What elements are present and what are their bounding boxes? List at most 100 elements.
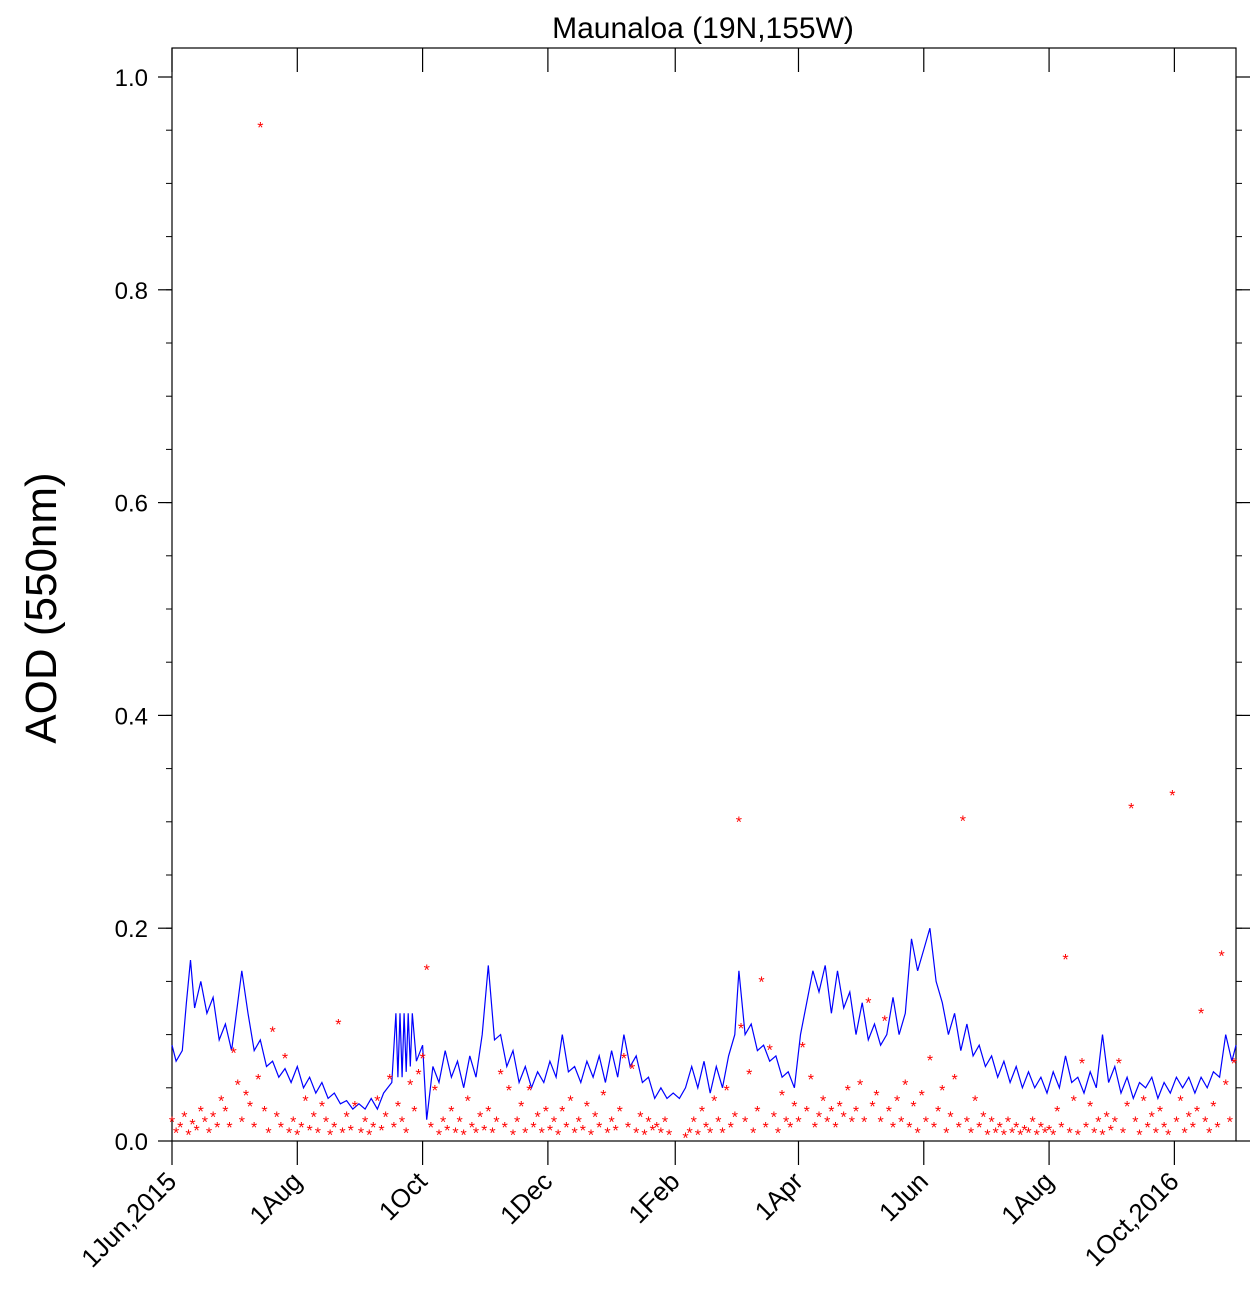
red-star-marker: * <box>1161 1120 1167 1137</box>
red-star-marker: * <box>865 996 871 1013</box>
red-star-marker: * <box>265 1125 271 1142</box>
red-star-marker: * <box>498 1067 504 1084</box>
red-star-marker: * <box>194 1123 200 1140</box>
red-star-marker: * <box>374 1093 380 1110</box>
red-star-marker: * <box>567 1093 573 1110</box>
red-star-marker: * <box>436 1127 442 1144</box>
red-star-marker: * <box>779 1088 785 1105</box>
red-star-marker: * <box>530 1120 536 1137</box>
red-star-marker: * <box>481 1123 487 1140</box>
y-tick-label: 1.0 <box>115 65 148 92</box>
red-star-marker: * <box>621 1051 627 1068</box>
red-star-marker: * <box>551 1115 557 1132</box>
red-star-marker: * <box>1149 1109 1155 1126</box>
red-star-marker: * <box>771 1109 777 1126</box>
red-star-marker: * <box>799 1040 805 1057</box>
x-tick-label: 1Dec <box>494 1166 558 1230</box>
red-star-marker: * <box>687 1125 693 1142</box>
red-star-marker: * <box>1145 1120 1151 1137</box>
red-star-marker: * <box>1058 1120 1064 1137</box>
red-star-marker: * <box>403 1125 409 1142</box>
red-star-marker: * <box>886 1104 892 1121</box>
red-star-marker: * <box>662 1115 668 1132</box>
red-star-marker: * <box>307 1123 313 1140</box>
red-star-marker: * <box>882 1014 888 1031</box>
red-star-marker: * <box>890 1120 896 1137</box>
red-star-marker: * <box>750 1125 756 1142</box>
red-star-marker: * <box>695 1127 701 1144</box>
red-star-marker: * <box>1120 1125 1126 1142</box>
red-star-marker: * <box>824 1115 830 1132</box>
red-star-marker: * <box>247 1099 253 1116</box>
red-star-marker: * <box>251 1120 257 1137</box>
red-star-marker: * <box>758 974 764 991</box>
red-star-marker: * <box>177 1120 183 1137</box>
red-star-marker: * <box>323 1115 329 1132</box>
red-star-marker: * <box>282 1051 288 1068</box>
red-star-marker: * <box>231 1046 237 1063</box>
red-star-marker: * <box>997 1120 1003 1137</box>
red-star-marker: * <box>444 1123 450 1140</box>
red-star-marker: * <box>311 1109 317 1126</box>
red-star-marker: * <box>518 1099 524 1116</box>
red-star-marker: * <box>189 1117 195 1134</box>
red-star-marker: * <box>736 815 742 832</box>
red-star-marker: * <box>395 1099 401 1116</box>
x-tick-label: 1Jun,2015 <box>75 1166 182 1273</box>
x-tick-label: 1Feb <box>622 1166 685 1229</box>
red-star-marker: * <box>302 1093 308 1110</box>
red-star-marker: * <box>290 1115 296 1132</box>
red-star-marker: * <box>604 1125 610 1142</box>
red-star-marker: * <box>391 1120 397 1137</box>
red-star-marker: * <box>274 1109 280 1126</box>
red-star-marker: * <box>1124 1099 1130 1116</box>
x-tick-label: 1Aug <box>995 1166 1059 1230</box>
red-star-marker: * <box>339 1125 345 1142</box>
red-star-marker: * <box>682 1131 688 1148</box>
red-star-marker: * <box>923 1115 929 1132</box>
red-star-marker: * <box>1042 1125 1048 1142</box>
red-star-marker: * <box>1034 1127 1040 1144</box>
red-star-marker: * <box>1194 1104 1200 1121</box>
red-star-marker: * <box>448 1104 454 1121</box>
red-star-marker: * <box>331 1120 337 1137</box>
red-star-marker: * <box>939 1083 945 1100</box>
red-star-marker: * <box>993 1125 999 1142</box>
red-star-marker: * <box>278 1120 284 1137</box>
red-star-marker: * <box>1001 1127 1007 1144</box>
red-star-marker: * <box>419 1051 425 1068</box>
red-star-marker: * <box>629 1062 635 1079</box>
red-star-marker: * <box>226 1120 232 1137</box>
red-star-marker: * <box>1099 1127 1105 1144</box>
red-star-marker: * <box>1214 1120 1220 1137</box>
red-star-marker: * <box>1095 1115 1101 1132</box>
red-star-marker: * <box>452 1125 458 1142</box>
red-star-marker: * <box>808 1072 814 1089</box>
red-star-marker: * <box>1227 1115 1233 1132</box>
red-star-marker: * <box>1132 1115 1138 1132</box>
red-star-marker: * <box>960 814 966 831</box>
red-star-marker: * <box>319 1099 325 1116</box>
y-tick-label: 0.2 <box>115 916 148 943</box>
red-star-marker: * <box>461 1127 467 1144</box>
blue-series-line <box>171 928 1237 1120</box>
red-star-marker: * <box>522 1125 528 1142</box>
red-star-marker: * <box>1186 1109 1192 1126</box>
red-star-marker: * <box>514 1115 520 1132</box>
red-star-marker: * <box>1177 1093 1183 1110</box>
red-star-marker: * <box>1017 1127 1023 1144</box>
red-star-marker: * <box>873 1088 879 1105</box>
x-tick-label: 1Oct,2016 <box>1079 1166 1185 1272</box>
red-star-marker: * <box>654 1120 660 1137</box>
red-star-marker: * <box>906 1120 912 1137</box>
red-star-marker: * <box>600 1088 606 1105</box>
red-star-marker: * <box>980 1109 986 1126</box>
red-star-marker: * <box>239 1115 245 1132</box>
red-star-marker: * <box>1005 1115 1011 1132</box>
red-star-marker: * <box>719 1125 725 1142</box>
red-star-marker: * <box>787 1120 793 1137</box>
red-star-marker: * <box>1128 801 1134 818</box>
red-star-marker: * <box>984 1127 990 1144</box>
red-star-marker: * <box>489 1125 495 1142</box>
red-star-marker: * <box>703 1120 709 1137</box>
